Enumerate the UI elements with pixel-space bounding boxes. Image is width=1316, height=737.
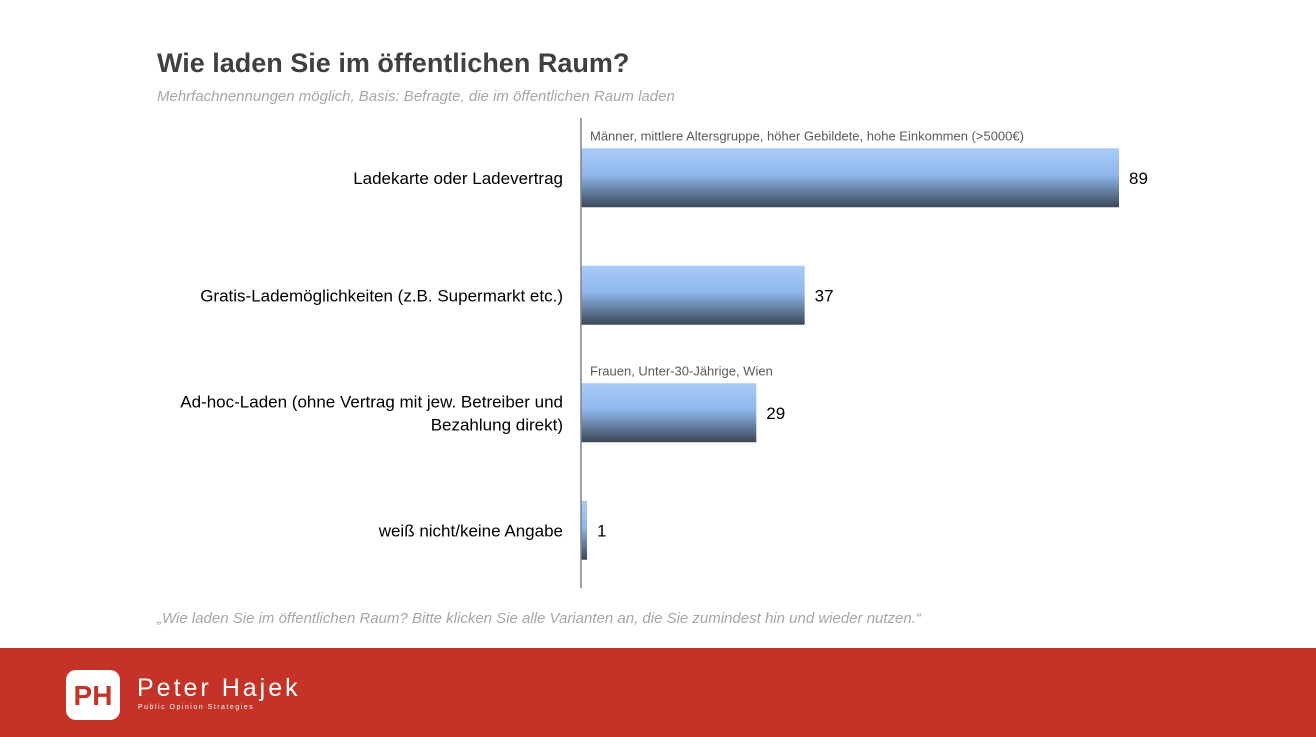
question-footnote: „Wie laden Sie im öffentlichen Raum? Bit…	[157, 610, 921, 627]
data-label: 37	[815, 286, 834, 305]
data-label: 29	[766, 404, 785, 423]
bar	[581, 383, 757, 443]
bar	[581, 148, 1119, 208]
brand-name: Peter Hajek	[137, 674, 301, 702]
footer-bar	[0, 648, 1316, 737]
bar	[581, 500, 588, 560]
logo-lettering: PH	[74, 680, 113, 711]
bar-chart: 89 Ladekarte oder Ladevertrag Männer, mitt…	[180, 118, 1148, 588]
brand-logo-icon: PH	[66, 670, 120, 720]
category-label: Gratis-Lademöglichkeiten (z.B. Supermark…	[200, 286, 563, 305]
category-label: Ladekarte oder Ladevertrag	[353, 169, 563, 188]
category-label: Bezahlung direkt)	[431, 415, 563, 434]
category-label: Ad-hoc-Laden (ohne Vertrag mit jew. Betr…	[180, 392, 563, 411]
brand-tagline: Public Opinion Strategies	[138, 704, 255, 711]
chart-subtitle: Mehrfachnennungen möglich, Basis: Befrag…	[157, 88, 675, 105]
bar-annotation: Männer, mittlere Altersgruppe, höher Geb…	[590, 128, 1024, 143]
page-title: Wie laden Sie im öffentlichen Raum?	[157, 48, 630, 78]
data-label: 1	[597, 521, 606, 540]
category-label: weiß nicht/keine Angabe	[378, 521, 563, 540]
bar	[581, 265, 805, 325]
bar-annotation: Frauen, Unter-30-Jährige, Wien	[590, 363, 773, 378]
data-label: 89	[1129, 169, 1148, 188]
